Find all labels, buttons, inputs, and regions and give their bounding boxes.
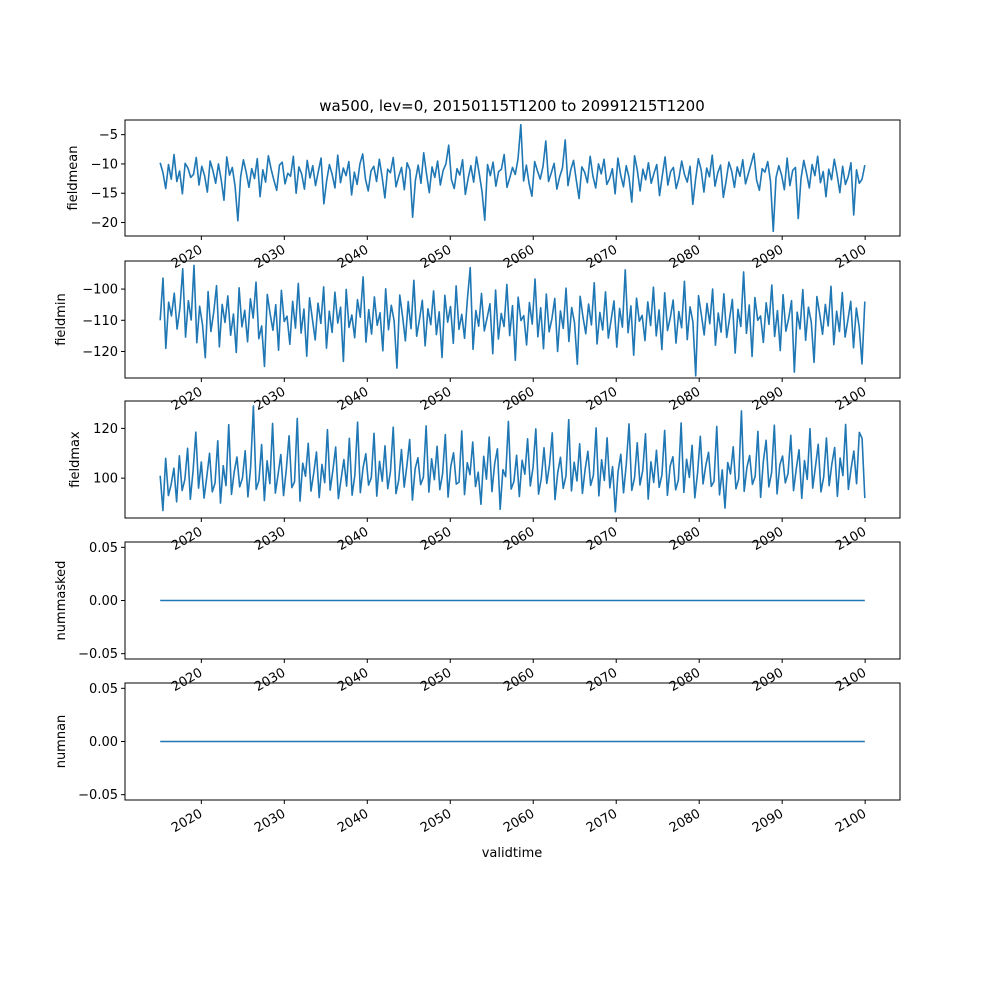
y-axis-label-fieldmin: fieldmin — [54, 293, 69, 346]
y-tick-label-nummasked: 0.05 — [89, 541, 118, 556]
x-tick-label-fieldmax: 2050 — [418, 524, 454, 554]
series-line-fieldmean-0 — [159, 123, 866, 233]
x-tick-label-fieldmean: 2100 — [833, 242, 869, 272]
x-tick-label-nummasked: 2070 — [584, 665, 620, 695]
axes-frame-fieldmin — [124, 260, 901, 379]
y-tick-label-nummasked: 0.00 — [89, 594, 118, 609]
x-tick-label-fieldmin: 2080 — [667, 384, 703, 414]
x-tick-label-fieldmin: 2070 — [584, 384, 620, 414]
y-tick-label-numnan: 0.00 — [89, 735, 118, 750]
x-tick-label-fieldmean: 2050 — [418, 242, 454, 272]
x-tick-label-fieldmean: 2070 — [584, 242, 620, 272]
x-tick-label-fieldmax: 2070 — [584, 524, 620, 554]
x-tick-label-fieldmin: 2060 — [501, 384, 537, 414]
x-tick-label-fieldmean: 2040 — [335, 242, 371, 272]
axes-frame-fieldmean — [124, 119, 901, 237]
y-tick-label-fieldmax: 100 — [93, 472, 118, 487]
x-tick-label-numnan: 2090 — [750, 806, 786, 836]
x-tick-label-nummasked: 2040 — [335, 665, 371, 695]
axes-frame-fieldmax — [124, 400, 901, 519]
x-tick-label-nummasked: 2050 — [418, 665, 454, 695]
x-tick-label-numnan: 2020 — [169, 806, 205, 836]
y-tick-label-numnan: −0.05 — [78, 788, 118, 803]
y-tick-label-fieldmax: 120 — [93, 422, 118, 437]
x-tick-label-numnan: 2070 — [584, 806, 620, 836]
x-tick-label-fieldmin: 2050 — [418, 384, 454, 414]
x-tick-label-fieldmean: 2030 — [252, 242, 288, 272]
y-tick-label-numnan: 0.05 — [89, 682, 118, 697]
panel-fieldmax: 100 120 2020 2030 2040 2050 2060 2070 2080 2090 21… — [68, 400, 901, 554]
x-tick-label-fieldmin: 2020 — [169, 384, 205, 414]
y-tick-label-fieldmin: −100 — [82, 283, 118, 298]
x-tick-label-numnan: 2030 — [252, 806, 288, 836]
y-axis-label-nummasked: nummasked — [54, 561, 69, 641]
x-tick-label-fieldmean: 2060 — [501, 242, 537, 272]
y-tick-label-fieldmean: −10 — [91, 157, 118, 172]
x-tick-label-fieldmean: 2090 — [750, 242, 786, 272]
x-tick-label-fieldmin: 2040 — [335, 384, 371, 414]
panels: −20 −15 −10 −5 2020 2030 2040 2050 2060 2070 2080 2… — [54, 119, 901, 836]
x-tick-label-fieldmax: 2040 — [335, 524, 371, 554]
x-tick-label-fieldmin: 2030 — [252, 384, 288, 414]
y-axis-label-numnan: numnan — [54, 715, 69, 769]
x-tick-label-fieldmax: 2090 — [750, 524, 786, 554]
panel-fieldmin: −120 −110 −100 2020 2030 2040 2050 2060 2070 2080… — [54, 260, 901, 414]
y-tick-label-fieldmean: −5 — [99, 128, 118, 143]
x-tick-label-numnan: 2100 — [833, 806, 869, 836]
series-line-fieldmax-0 — [159, 405, 866, 513]
x-tick-label-fieldmax: 2060 — [501, 524, 537, 554]
x-tick-label-fieldmin: 2100 — [833, 384, 869, 414]
panel-nummasked: −0.05 0.00 0.05 2020 2030 2040 2050 2060 2070 208… — [54, 541, 901, 695]
x-tick-label-nummasked: 2020 — [169, 665, 205, 695]
x-tick-label-fieldmax: 2030 — [252, 524, 288, 554]
y-axis-label-fieldmean: fieldmean — [66, 146, 81, 211]
x-tick-label-nummasked: 2030 — [252, 665, 288, 695]
y-tick-label-nummasked: −0.05 — [78, 647, 118, 662]
y-axis-label-fieldmax: fieldmax — [68, 431, 83, 488]
x-tick-label-numnan: 2080 — [667, 806, 703, 836]
x-tick-label-nummasked: 2100 — [833, 665, 869, 695]
x-tick-label-nummasked: 2080 — [667, 665, 703, 695]
x-tick-label-fieldmin: 2090 — [750, 384, 786, 414]
panel-fieldmean: −20 −15 −10 −5 2020 2030 2040 2050 2060 2070 2080 2… — [66, 119, 901, 272]
x-tick-label-fieldmean: 2080 — [667, 242, 703, 272]
x-tick-label-fieldmax: 2100 — [833, 524, 869, 554]
x-tick-label-fieldmax: 2020 — [169, 524, 205, 554]
x-tick-label-nummasked: 2090 — [750, 665, 786, 695]
y-tick-label-fieldmin: −110 — [82, 314, 118, 329]
y-tick-label-fieldmean: −15 — [91, 187, 118, 202]
panel-numnan: −0.05 0.00 0.05 2020 2030 2040 2050 2060 2070 208… — [54, 682, 901, 836]
x-tick-label-numnan: 2060 — [501, 806, 537, 836]
series-line-fieldmin-0 — [159, 264, 866, 377]
figure-title: wa500, lev=0, 20150115T1200 to 20991215T… — [319, 97, 705, 115]
x-tick-label-numnan: 2050 — [418, 806, 454, 836]
x-tick-label-numnan: 2040 — [335, 806, 371, 836]
x-tick-label-fieldmean: 2020 — [169, 242, 205, 272]
x-tick-label-nummasked: 2060 — [501, 665, 537, 695]
y-tick-label-fieldmin: −120 — [82, 345, 118, 360]
x-axis-label: validtime — [482, 846, 543, 861]
y-tick-label-fieldmean: −20 — [91, 216, 118, 231]
x-tick-label-fieldmax: 2080 — [667, 524, 703, 554]
